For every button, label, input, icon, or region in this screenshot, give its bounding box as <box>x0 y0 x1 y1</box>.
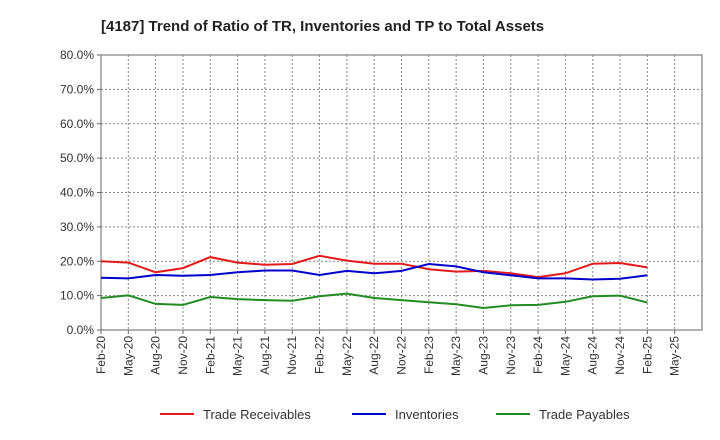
x-tick-label: Aug-23 <box>476 336 490 375</box>
x-tick-label: Feb-23 <box>422 336 436 374</box>
x-tick-label: Feb-25 <box>640 336 654 374</box>
y-tick-label: 10.0% <box>60 289 94 303</box>
x-tick-label: May-24 <box>558 336 572 376</box>
y-tick-label: 20.0% <box>60 254 94 268</box>
x-tick-label: May-22 <box>340 336 354 376</box>
series-line-0 <box>100 254 648 279</box>
y-tick-label: 30.0% <box>60 220 94 234</box>
x-tick-label: Aug-20 <box>149 336 163 375</box>
y-tick-label: 0.0% <box>67 323 95 337</box>
y-tick-label: 40.0% <box>60 186 94 200</box>
y-tick-label: 70.0% <box>60 82 94 96</box>
x-tick-label: Nov-21 <box>285 336 299 375</box>
series-line-1 <box>100 262 648 281</box>
x-tick-label: May-25 <box>668 336 682 376</box>
x-tick-label: Aug-21 <box>258 336 272 375</box>
series-line-2 <box>100 292 648 310</box>
y-tick-label: 80.0% <box>60 48 94 62</box>
legend-label: Inventories <box>395 407 459 422</box>
x-tick-label: Aug-24 <box>586 336 600 375</box>
y-tick-label: 50.0% <box>60 151 94 165</box>
x-tick-label: Feb-20 <box>94 336 108 374</box>
legend-label: Trade Payables <box>539 407 630 422</box>
x-tick-label: Nov-23 <box>504 336 518 375</box>
x-tick-label: Nov-20 <box>176 336 190 375</box>
y-axis-ticks: 0.0% 10.0% 20.0% 30.0% 40.0% 50.0% 60.0% 70.0% 8… <box>60 48 101 337</box>
legend-label: Trade Receivables <box>203 407 311 422</box>
series-lines <box>100 254 648 310</box>
x-tick-label: Nov-24 <box>613 336 627 375</box>
x-tick-label: Aug-22 <box>367 336 381 375</box>
x-tick-label: Feb-22 <box>313 336 327 374</box>
y-tick-label: 60.0% <box>60 117 94 131</box>
x-tick-label: May-21 <box>231 336 245 376</box>
x-axis-ticks: Feb-20 May-20 Aug-20 Nov-20 Feb-21 May-21 Aug-… <box>94 330 682 376</box>
x-tick-label: Feb-24 <box>531 336 545 374</box>
legend: Trade Receivables Inventories Trade Payabl… <box>160 407 630 422</box>
x-tick-label: May-20 <box>121 336 135 376</box>
x-tick-label: Nov-22 <box>395 336 409 375</box>
chart-title: [4187] Trend of Ratio of TR, Inventories… <box>101 18 544 35</box>
x-tick-label: Feb-21 <box>203 336 217 374</box>
x-tick-label: May-23 <box>449 336 463 376</box>
